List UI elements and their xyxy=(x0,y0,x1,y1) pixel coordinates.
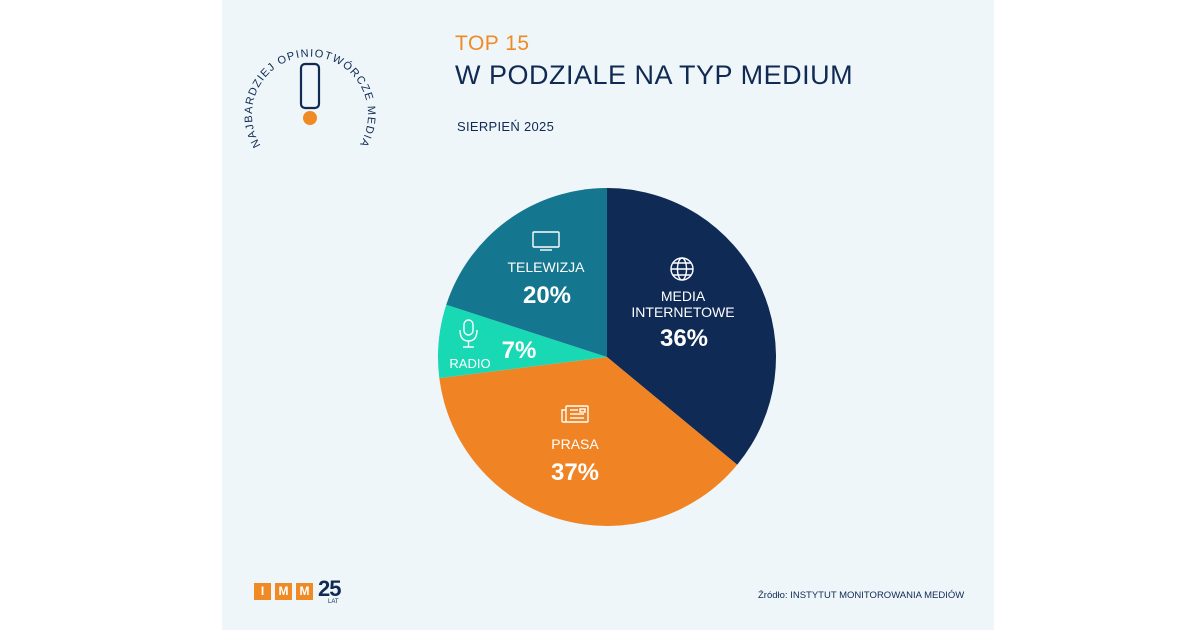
microphone-icon xyxy=(459,319,478,348)
logo-letter: I xyxy=(254,583,271,600)
slice-radio xyxy=(438,304,607,379)
tv-icon xyxy=(532,231,560,251)
slice-internet xyxy=(607,188,776,465)
slice-label-internet-line2: INTERNETOWE xyxy=(631,304,734,320)
badge-seal: NAJBARDZIEJ OPINIOTWÓRCZE MEDIA xyxy=(243,48,377,150)
logo-lat: LAT xyxy=(328,599,339,605)
slice-value-telewizja: 20% xyxy=(523,282,571,309)
pie-slices xyxy=(438,188,776,527)
slice-prasa xyxy=(439,357,738,527)
slice-telewizja xyxy=(446,188,607,357)
globe-icon xyxy=(670,257,694,281)
exclamation-icon xyxy=(299,62,321,125)
logo-letter: M xyxy=(275,583,292,600)
slice-label-prasa: PRASA xyxy=(551,436,599,452)
imm-logo: I M M 25 LAT xyxy=(254,576,354,606)
newspaper-icon xyxy=(561,405,589,423)
pie-chart: MEDIA INTERNETOWE 36% PRASA 37% RADIO 7%… xyxy=(438,188,776,527)
slice-label-internet-line1: MEDIA xyxy=(661,288,706,304)
badge-text: NAJBARDZIEJ OPINIOTWÓRCZE MEDIA xyxy=(243,48,376,150)
slice-value-radio: 7% xyxy=(502,337,537,364)
logo-anniversary: 25 xyxy=(318,576,342,601)
chart-title: W PODZIALE NA TYP MEDIUM xyxy=(455,60,854,90)
slice-label-telewizja: TELEWIZJA xyxy=(507,259,585,275)
chart-kicker: TOP 15 xyxy=(455,32,530,55)
svg-text:NAJBARDZIEJ OPINIOTWÓRCZE MEDI: NAJBARDZIEJ OPINIOTWÓRCZE MEDIA xyxy=(243,48,377,150)
source-note: Źródło: INSTYTUT MONITOROWANIA MEDIÓW xyxy=(758,590,965,601)
chart-date: SIERPIEŃ 2025 xyxy=(457,119,555,134)
slice-value-prasa: 37% xyxy=(551,459,599,486)
slice-value-internet: 36% xyxy=(660,325,708,352)
slice-label-radio: RADIO xyxy=(449,356,490,371)
logo-letter: M xyxy=(296,583,313,600)
